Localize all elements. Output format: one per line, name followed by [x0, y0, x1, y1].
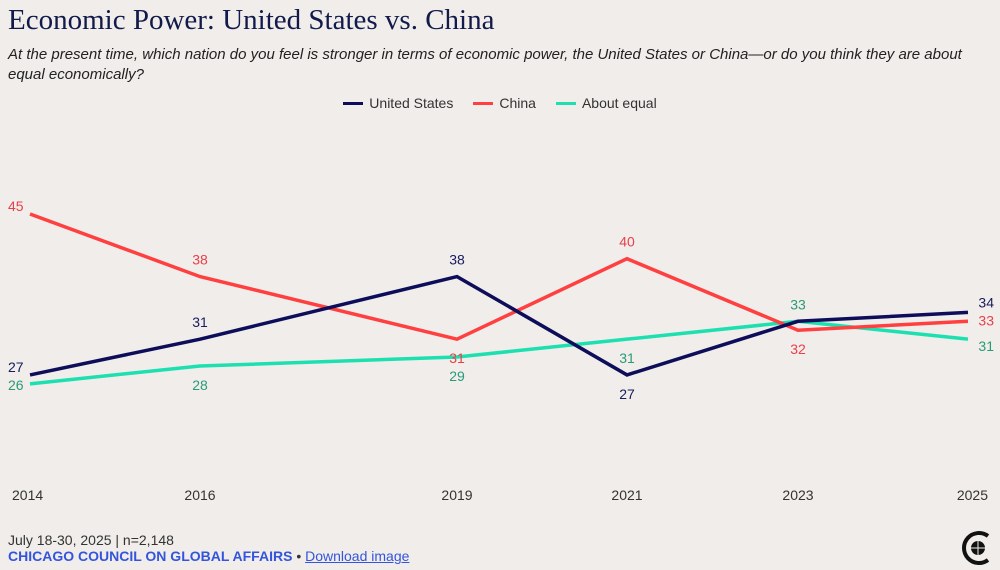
x-tick-label: 2014 — [12, 487, 43, 503]
series-line — [29, 319, 969, 386]
x-tick-label: 2025 — [957, 487, 988, 503]
chart-subtitle: At the present time, which nation do you… — [8, 46, 962, 83]
legend-item: China — [473, 95, 536, 111]
data-label: 32 — [790, 341, 806, 357]
legend: United States China About equal — [0, 95, 1000, 111]
series-line — [29, 274, 969, 377]
data-label: 31 — [619, 350, 635, 366]
data-label: 27 — [619, 386, 635, 402]
sample-info: July 18-30, 2025 | n=2,148 — [8, 532, 174, 548]
legend-label: United States — [369, 95, 454, 111]
legend-label: About equal — [581, 95, 657, 111]
separator: • — [296, 548, 302, 564]
data-label: 27 — [8, 359, 24, 375]
x-tick-label: 2023 — [782, 487, 813, 503]
legend-item: United States — [343, 95, 453, 111]
data-label: 40 — [619, 234, 635, 250]
data-label: 38 — [192, 252, 208, 268]
data-label: 29 — [449, 368, 465, 384]
data-label: 34 — [978, 294, 994, 310]
data-label: 26 — [8, 377, 24, 393]
data-label: 28 — [192, 377, 208, 393]
legend-swatch — [473, 101, 494, 105]
footer-credits: CHICAGO COUNCIL ON GLOBAL AFFAIRS • Down… — [8, 548, 409, 564]
legend-item: About equal — [555, 95, 657, 111]
data-label: 33 — [978, 312, 994, 328]
data-label: 31 — [978, 338, 994, 354]
x-tick-label: 2019 — [441, 487, 472, 503]
series-line — [29, 212, 969, 342]
legend-swatch — [343, 101, 364, 105]
x-tick-label: 2021 — [611, 487, 642, 503]
council-logo-icon — [962, 531, 990, 565]
x-tick-label: 2016 — [184, 487, 215, 503]
data-label: 31 — [192, 314, 208, 330]
data-label: 31 — [449, 350, 465, 366]
download-image-link[interactable]: Download image — [305, 548, 410, 564]
data-label: 33 — [790, 296, 806, 312]
data-label: 45 — [8, 198, 24, 214]
org-name: CHICAGO COUNCIL ON GLOBAL AFFAIRS — [8, 548, 293, 564]
chart-title: Economic Power: United States vs. China — [8, 4, 495, 36]
data-label: 38 — [449, 252, 465, 268]
legend-swatch — [555, 101, 576, 105]
legend-label: China — [499, 95, 536, 111]
